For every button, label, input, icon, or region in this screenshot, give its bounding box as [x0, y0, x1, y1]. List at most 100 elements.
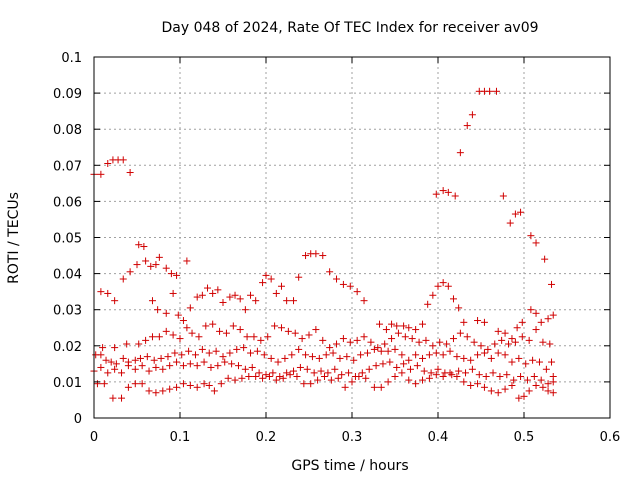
data-point [209, 320, 217, 328]
data-point [205, 349, 213, 357]
data-point [267, 275, 275, 283]
data-point [240, 344, 248, 352]
data-point [468, 365, 476, 373]
data-point [544, 380, 552, 388]
data-point [310, 369, 318, 377]
data-point [212, 347, 220, 355]
data-point [422, 336, 430, 344]
data-point [432, 371, 440, 379]
data-point [296, 363, 304, 371]
data-point [200, 358, 208, 366]
data-point [303, 365, 311, 373]
data-point [456, 329, 464, 337]
data-point [449, 295, 457, 303]
data-point [477, 342, 485, 350]
data-point [541, 255, 549, 263]
data-point [191, 351, 199, 359]
data-point [119, 275, 127, 283]
data-point [494, 349, 502, 357]
data-point [281, 354, 289, 362]
data-point [307, 380, 315, 388]
y-tick-label: 0.1 [61, 51, 82, 66]
data-point [425, 351, 433, 359]
data-point [432, 349, 440, 357]
data-point [336, 354, 344, 362]
y-tick-label: 0.01 [53, 376, 82, 391]
data-point [277, 324, 285, 332]
data-point [247, 349, 255, 357]
data-point [529, 356, 537, 364]
data-point [104, 159, 112, 167]
data-point [159, 365, 167, 373]
data-point [434, 365, 442, 373]
data-point [157, 354, 165, 362]
data-point [183, 257, 191, 265]
data-point [527, 232, 535, 240]
data-point [162, 309, 170, 317]
data-point [312, 250, 320, 258]
data-point [412, 326, 420, 334]
data-point [293, 372, 301, 380]
data-point [467, 382, 475, 390]
data-point [145, 387, 153, 395]
data-point [460, 354, 468, 362]
data-point [394, 329, 402, 337]
data-point [241, 365, 249, 373]
data-point [152, 261, 160, 269]
data-point [171, 349, 179, 357]
data-point [162, 327, 170, 335]
data-point [451, 192, 459, 200]
data-point [143, 353, 151, 361]
data-point [123, 340, 131, 348]
data-point [99, 344, 107, 352]
data-point [405, 376, 413, 384]
data-point [333, 275, 341, 283]
data-point [345, 369, 353, 377]
data-point [269, 369, 277, 377]
data-point [176, 335, 184, 343]
data-point [286, 371, 294, 379]
data-point [341, 383, 349, 391]
y-tick-label: 0.09 [53, 87, 82, 102]
data-point [104, 369, 112, 377]
data-point [542, 365, 550, 373]
data-point [138, 380, 146, 388]
data-point [315, 354, 323, 362]
data-point [508, 358, 516, 366]
data-point [276, 372, 284, 380]
data-point [264, 333, 272, 341]
data-point [147, 262, 155, 270]
data-point [236, 295, 244, 303]
data-point [112, 360, 120, 368]
data-point [501, 385, 509, 393]
data-point [262, 371, 270, 379]
data-point [505, 340, 513, 348]
data-point [537, 318, 545, 326]
data-point [327, 376, 335, 384]
data-point [308, 353, 316, 361]
data-point [186, 382, 194, 390]
data-point [439, 372, 447, 380]
data-point [291, 329, 299, 337]
data-point [408, 335, 416, 343]
data-point [288, 351, 296, 359]
data-point [444, 188, 452, 196]
data-point [462, 369, 470, 377]
data-point [400, 360, 408, 368]
data-point [302, 252, 310, 260]
data-point [119, 354, 127, 362]
data-point [480, 383, 488, 391]
data-point [460, 318, 468, 326]
data-point [391, 372, 399, 380]
data-point [188, 329, 196, 337]
data-point [118, 394, 126, 402]
data-point [131, 356, 139, 364]
x-tick-label: 0.1 [170, 430, 191, 445]
data-point [124, 383, 132, 391]
data-point [475, 371, 483, 379]
data-point [319, 336, 327, 344]
data-point [152, 389, 160, 397]
data-point [365, 365, 373, 373]
data-point [111, 344, 119, 352]
data-point [319, 252, 327, 260]
